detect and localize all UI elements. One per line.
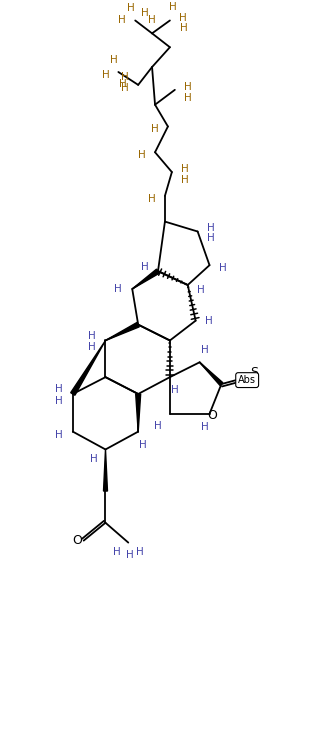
Text: H: H [138,150,146,160]
Text: H: H [119,79,127,89]
Text: H: H [102,70,109,80]
Text: H: H [141,262,149,272]
Text: H: H [110,55,117,65]
Text: H: H [197,285,204,295]
Text: H: H [184,82,191,92]
Text: H: H [207,234,214,244]
Text: Abs: Abs [238,375,256,385]
Text: H: H [205,316,212,326]
Text: H: H [55,396,63,406]
Text: H: H [55,384,63,394]
Text: H: H [179,13,187,23]
Text: H: H [88,342,95,352]
Text: O: O [208,409,217,422]
Polygon shape [132,269,159,289]
Text: H: H [88,330,95,341]
Text: H: H [148,194,156,204]
Text: O: O [72,534,82,547]
Text: H: H [112,547,120,557]
Text: H: H [136,547,144,557]
Text: H: H [127,2,135,13]
Polygon shape [106,323,139,341]
Text: H: H [141,8,149,17]
Text: H: H [121,83,129,93]
Text: H: H [201,421,209,432]
Text: H: H [169,2,177,11]
Polygon shape [71,341,106,395]
Text: H: H [90,455,97,464]
Text: H: H [181,164,189,174]
Text: H: H [180,23,188,33]
Text: H: H [184,93,191,103]
Text: H: H [148,16,156,26]
Text: H: H [126,550,134,560]
Text: H: H [151,124,159,134]
Text: H: H [181,175,189,185]
Text: H: H [121,72,129,82]
Polygon shape [104,449,107,491]
Text: H: H [55,430,63,440]
Polygon shape [136,394,141,431]
Text: H: H [207,222,214,232]
Polygon shape [200,362,223,385]
Text: H: H [118,16,126,26]
Text: H: H [139,440,147,449]
Text: H: H [114,284,122,294]
Text: H: H [201,345,209,355]
Text: H: H [154,421,162,431]
Text: S: S [250,366,258,379]
Text: H: H [219,263,226,273]
Text: H: H [171,385,179,395]
